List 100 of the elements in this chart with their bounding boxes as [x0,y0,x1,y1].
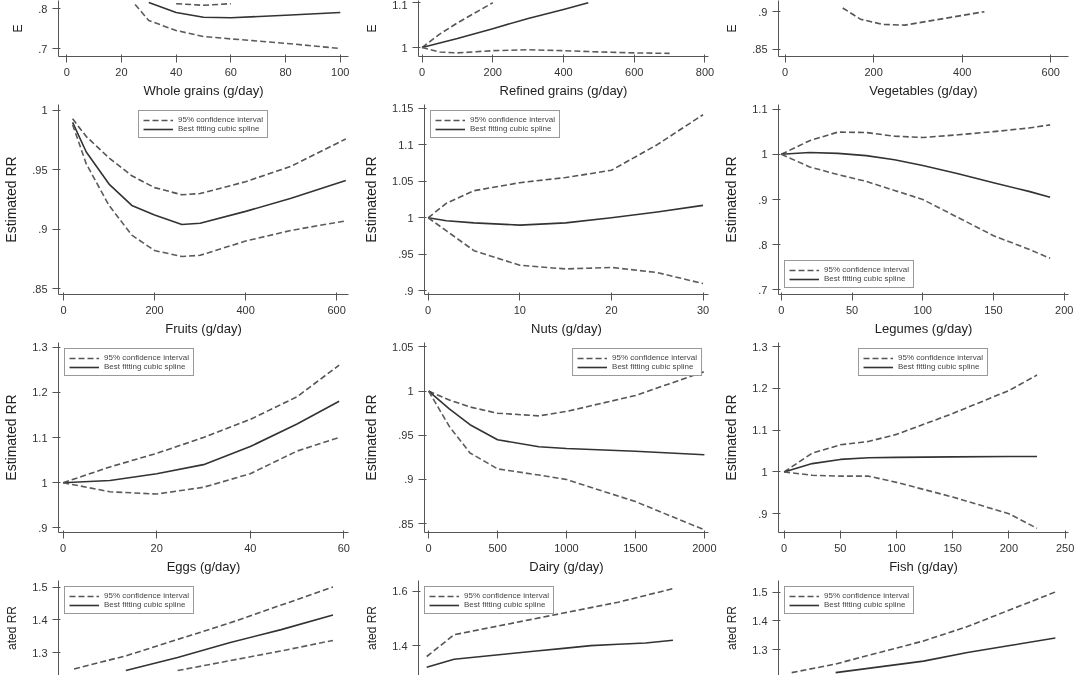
y-tick-label: .8 [38,2,48,15]
y-tick-label: 1.3 [32,341,48,354]
y-tick-label: 1.2 [32,386,48,399]
line-series [125,614,334,672]
line-series [73,586,334,670]
y-tick-label: .9 [404,284,414,297]
x-axis-title: Vegetables (g/day) [869,82,978,98]
y-tick-label: 1.5 [752,586,768,599]
x-tick-label: 250 [1055,541,1075,554]
y-tick-label: 1.4 [392,639,408,652]
y-axis-title: Estimated RR [3,394,20,481]
legend-label: Best fitting cubic spline [824,274,906,283]
x-tick-label: 50 [834,541,847,554]
line-series [147,1,342,19]
y-tick-label: 1.3 [752,340,768,353]
line-series [421,1,590,49]
x-tick-label: 150 [943,541,962,554]
line-series [176,639,334,672]
x-tick-label: 0 [781,541,788,554]
x-tick-label: 20 [150,541,163,554]
x-tick-label: 0 [425,541,432,554]
y-tick-label: 1 [41,476,48,489]
y-tick-label: 1.4 [32,613,48,626]
y-axis-title: ated RR [365,605,380,651]
y-tick-label: 1.1 [752,103,768,116]
x-tick-label: 1500 [623,541,648,554]
x-tick-label: 0 [782,65,789,78]
y-axis-title: Estimated RR [363,394,380,481]
x-tick-label: 40 [170,65,183,78]
x-tick-label: 100 [913,303,932,316]
line-series [790,591,1057,674]
x-tick-label: 20 [605,303,618,316]
x-tick-label: 50 [845,303,859,316]
y-axis-title: Estimated RR [363,156,380,243]
y-tick-label: .7 [38,42,48,55]
y-tick-label: .9 [38,521,48,534]
legend-label: 95% confidence interval [824,265,909,274]
y-tick-label: 1 [761,465,768,478]
y-tick-label: 1 [761,148,768,161]
legend-label: 95% confidence interval [464,591,549,600]
y-tick-label: .7 [758,283,768,296]
line-series [427,390,706,456]
legend-label: Best fitting cubic spline [612,362,694,371]
line-series [427,204,704,226]
line-series [425,639,674,669]
x-axis-title: Legumes (g/day) [874,320,973,336]
y-tick-label: .9 [758,193,768,206]
x-axis-title: Whole grains (g/day) [143,82,264,98]
y-tick-label: 1 [41,104,48,117]
legend-label: Best fitting cubic spline [178,124,260,133]
legend-label: Best fitting cubic spline [104,600,186,609]
legend-label: 95% confidence interval [898,353,983,362]
y-axis-title: E [11,24,26,33]
x-tick-label: 400 [554,65,573,78]
x-tick-label: 0 [63,65,70,78]
y-axis-title: Estimated RR [723,394,740,481]
y-tick-label: .85 [752,43,768,56]
x-tick-label: 200 [145,303,164,316]
x-tick-label: 2000 [692,541,717,554]
x-tick-label: 100 [331,65,350,78]
legend-label: 95% confidence interval [178,115,263,124]
y-tick-label: 1.1 [32,431,48,444]
x-tick-label: 200 [999,541,1019,554]
y-tick-label: 1.05 [392,340,414,353]
y-tick-label: 1.1 [392,0,408,11]
x-axis-title: Dairy (g/day) [529,558,604,574]
legend-label: Best fitting cubic spline [464,600,546,609]
x-axis-title: Fish (g/day) [889,558,958,574]
y-tick-label: .9 [758,5,768,18]
x-tick-label: 600 [625,65,644,78]
y-axis-title: Estimated RR [3,156,20,243]
x-axis-title: Refined grains (g/day) [499,82,628,98]
y-tick-label: .95 [32,163,48,176]
y-axis-title: ated RR [725,605,740,651]
legend-label: 95% confidence interval [470,115,555,124]
line-series [425,587,674,658]
x-tick-label: 1000 [554,541,579,554]
line-series [71,121,347,226]
legend-label: Best fitting cubic spline [104,362,186,371]
y-tick-label: .95 [398,248,414,261]
x-tick-label: 0 [778,303,785,316]
x-tick-label: 10 [513,303,526,316]
x-tick-label: 40 [244,541,257,554]
y-tick-label: .85 [398,517,414,530]
x-axis-title: Fruits (g/day) [165,320,242,336]
x-tick-label: 60 [224,65,237,78]
x-tick-label: 200 [864,65,883,78]
x-tick-label: 0 [60,541,67,554]
y-tick-label: 1.5 [32,581,48,594]
x-tick-label: 100 [887,541,906,554]
legend-label: Best fitting cubic spline [824,600,906,609]
x-tick-label: 200 [483,65,502,78]
y-tick-label: .9 [38,223,48,236]
y-tick-label: 1.4 [752,614,768,627]
x-axis-title: Eggs (g/day) [166,558,241,574]
x-tick-label: 60 [337,541,350,554]
line-series [71,117,347,196]
x-tick-label: 80 [279,65,292,78]
y-axis-title: ated RR [5,605,20,651]
x-tick-label: 600 [1041,65,1060,78]
